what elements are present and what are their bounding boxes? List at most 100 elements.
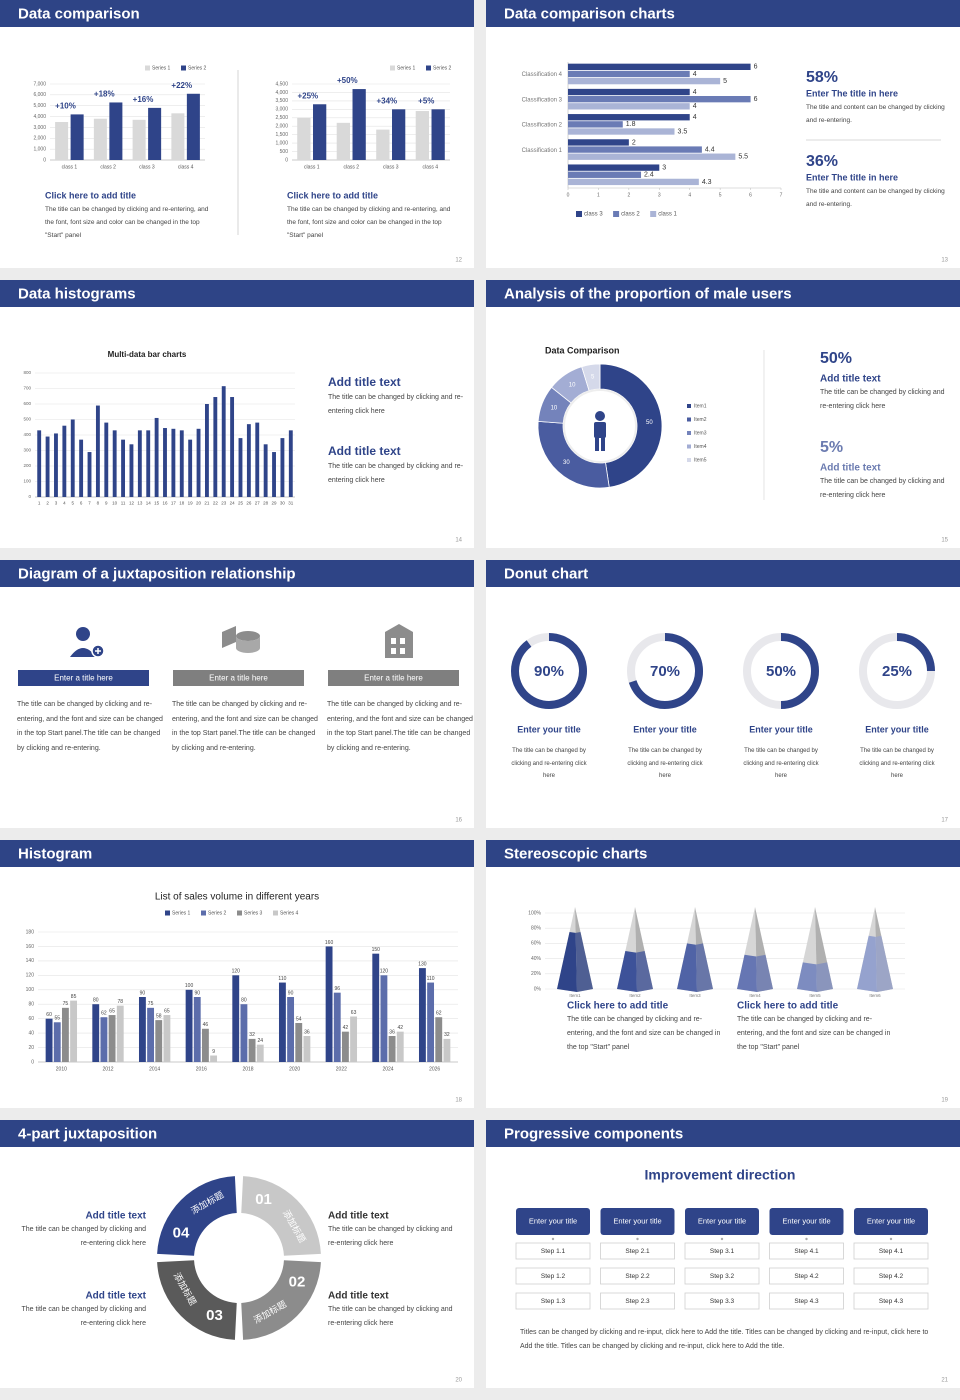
data-label: 6 — [754, 64, 758, 71]
step-box — [684, 1267, 760, 1285]
step-box — [684, 1242, 760, 1260]
y-tick-label: 100% — [528, 910, 541, 916]
segment-label: 10 — [569, 383, 576, 389]
stat-text-box: The title can be changed by clicking and… — [820, 389, 945, 410]
step-label: Step 3.2 — [710, 1273, 735, 1280]
y-tick-label: 3,500 — [275, 98, 288, 104]
page-number: 17 — [941, 818, 948, 824]
bar — [193, 997, 201, 1062]
block-text: The title can be changed by clicking and… — [328, 1226, 453, 1247]
bar — [121, 439, 126, 497]
y-tick-label: 0 — [43, 157, 46, 163]
data-label: 75 — [63, 1001, 69, 1007]
connector-dot — [805, 1237, 808, 1241]
page-number: 15 — [941, 538, 948, 544]
bar — [431, 109, 445, 160]
y-tick-label: 0% — [534, 986, 542, 992]
bar — [95, 405, 100, 497]
donut-label: 50% — [766, 663, 796, 680]
legend-label: Series 2 — [188, 65, 207, 71]
block-text: The title can be changed by clicking and… — [737, 1016, 891, 1051]
y-tick-label: 120 — [26, 973, 35, 979]
donut-arc — [896, 633, 935, 672]
legend-label: Series 2 — [433, 65, 452, 71]
ring-segment — [241, 1176, 321, 1256]
data-label: 110 — [427, 976, 435, 982]
y-tick-label: 800 — [23, 370, 31, 375]
y-tick-label: 2,000 — [275, 124, 288, 130]
y-tick-label: 20 — [28, 1045, 34, 1051]
block-text: The title can be changed by clicking and… — [21, 1306, 146, 1327]
pyramid-fill — [557, 932, 577, 992]
data-label: 80 — [241, 998, 247, 1004]
column-text: The title can be changed by clicking and… — [172, 701, 318, 752]
bar — [568, 114, 690, 121]
page-number: 16 — [455, 818, 462, 824]
stat-value: 5% — [820, 439, 843, 456]
pyramid-fill — [575, 932, 593, 992]
page-number: 19 — [941, 1098, 948, 1104]
bar — [138, 997, 146, 1062]
bar — [112, 430, 117, 497]
legend-swatch — [273, 910, 278, 916]
slide: Histogram 18 List of sales volume in diffe… — [0, 840, 474, 1108]
ring-number: 04 — [173, 1224, 190, 1241]
pyramid-fill — [756, 954, 773, 992]
stat-text: The title and content can be changed by … — [806, 188, 945, 208]
y-tick-label: 1,500 — [275, 132, 288, 138]
data-label: 24 — [257, 1038, 263, 1044]
data-label: 1.8 — [626, 121, 636, 128]
x-tick-label: 14 — [146, 501, 152, 506]
stat-text: The title can be changed by clicking and… — [820, 478, 945, 499]
y-tick-label: 80% — [531, 926, 542, 932]
data-label: 42 — [343, 1025, 349, 1031]
data-label: 65 — [164, 1008, 170, 1014]
block-text: The title can be changed by clicking and… — [328, 463, 464, 484]
step-box — [515, 1242, 591, 1260]
x-tick-label: 2010 — [56, 1066, 67, 1072]
x-tick-label: 13 — [137, 501, 143, 506]
legend-label: Series 1 — [397, 65, 416, 71]
ring-number: 03 — [206, 1307, 223, 1324]
slide-title: Data histograms — [18, 285, 136, 302]
slide-title: Progressive components — [504, 1125, 683, 1142]
stat-heading: Add title text — [820, 463, 881, 474]
data-label: 100 — [185, 983, 194, 989]
segment-label: 50 — [646, 420, 653, 426]
bar — [303, 1036, 311, 1062]
x-tick-label: 7 — [88, 501, 91, 506]
page-number: 13 — [941, 258, 948, 264]
bar — [568, 146, 702, 153]
bar — [568, 121, 623, 128]
data-label: 120 — [232, 969, 241, 975]
stat-value: 50% — [820, 350, 852, 367]
data-label: 90 — [140, 990, 146, 996]
legend-label: Series 3 — [244, 910, 263, 916]
pyramid-fill — [875, 935, 893, 992]
data-label: 160 — [325, 940, 334, 946]
category-label: Classification 3 — [522, 97, 563, 103]
bar — [392, 109, 406, 160]
x-tick-label: 27 — [255, 501, 261, 506]
bar — [92, 1004, 100, 1062]
y-tick-label: 0 — [31, 1059, 34, 1065]
block-text-box: The title can be changed by clicking and… — [328, 1306, 453, 1327]
data-label: 75 — [148, 1001, 154, 1007]
pyramid-fill — [695, 943, 713, 992]
annotation: +10% — [55, 102, 76, 111]
y-tick-label: 3,000 — [33, 125, 46, 131]
bar — [568, 88, 690, 96]
x-tick-label: 3 — [55, 501, 58, 506]
data-label: 80 — [93, 998, 99, 1004]
step-label: Step 4.1 — [794, 1248, 819, 1255]
slide-title: Data comparison — [18, 5, 140, 22]
bar — [248, 1038, 256, 1062]
legend-label: Item3 — [694, 430, 707, 436]
bar — [415, 111, 429, 160]
bar — [154, 417, 159, 497]
legend-swatch — [426, 65, 431, 71]
block-text: The title can be changed by clicking and… — [328, 1306, 453, 1327]
slide-background — [0, 560, 474, 828]
ring-number: 01 — [255, 1191, 272, 1208]
stat-text: The title and content can be changed by … — [806, 104, 945, 124]
